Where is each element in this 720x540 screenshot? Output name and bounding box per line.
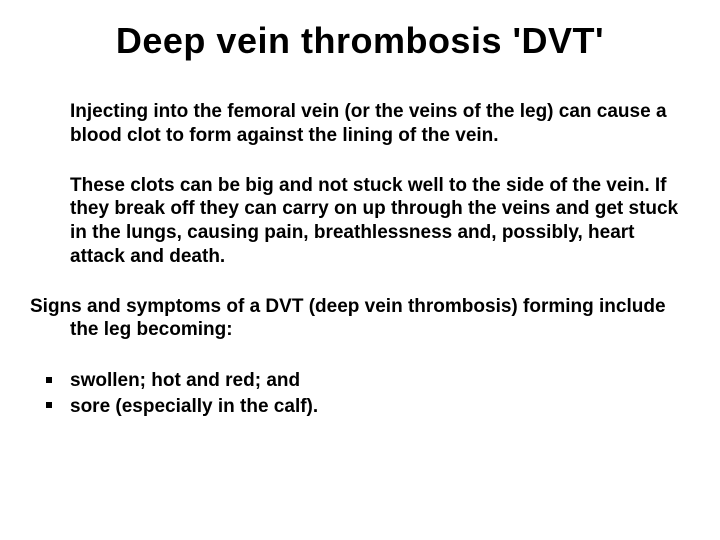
subheading: Signs and symptoms of a DVT (deep vein t… (30, 295, 680, 343)
bullet-list: swollen; hot and red; and sore (especial… (44, 368, 690, 419)
paragraph-1: Injecting into the femoral vein (or the … (70, 100, 680, 148)
list-item: swollen; hot and red; and (44, 368, 690, 394)
list-item: sore (especially in the calf). (44, 394, 690, 420)
paragraph-2: These clots can be big and not stuck wel… (70, 174, 680, 269)
page-title: Deep vein thrombosis 'DVT' (30, 20, 690, 62)
